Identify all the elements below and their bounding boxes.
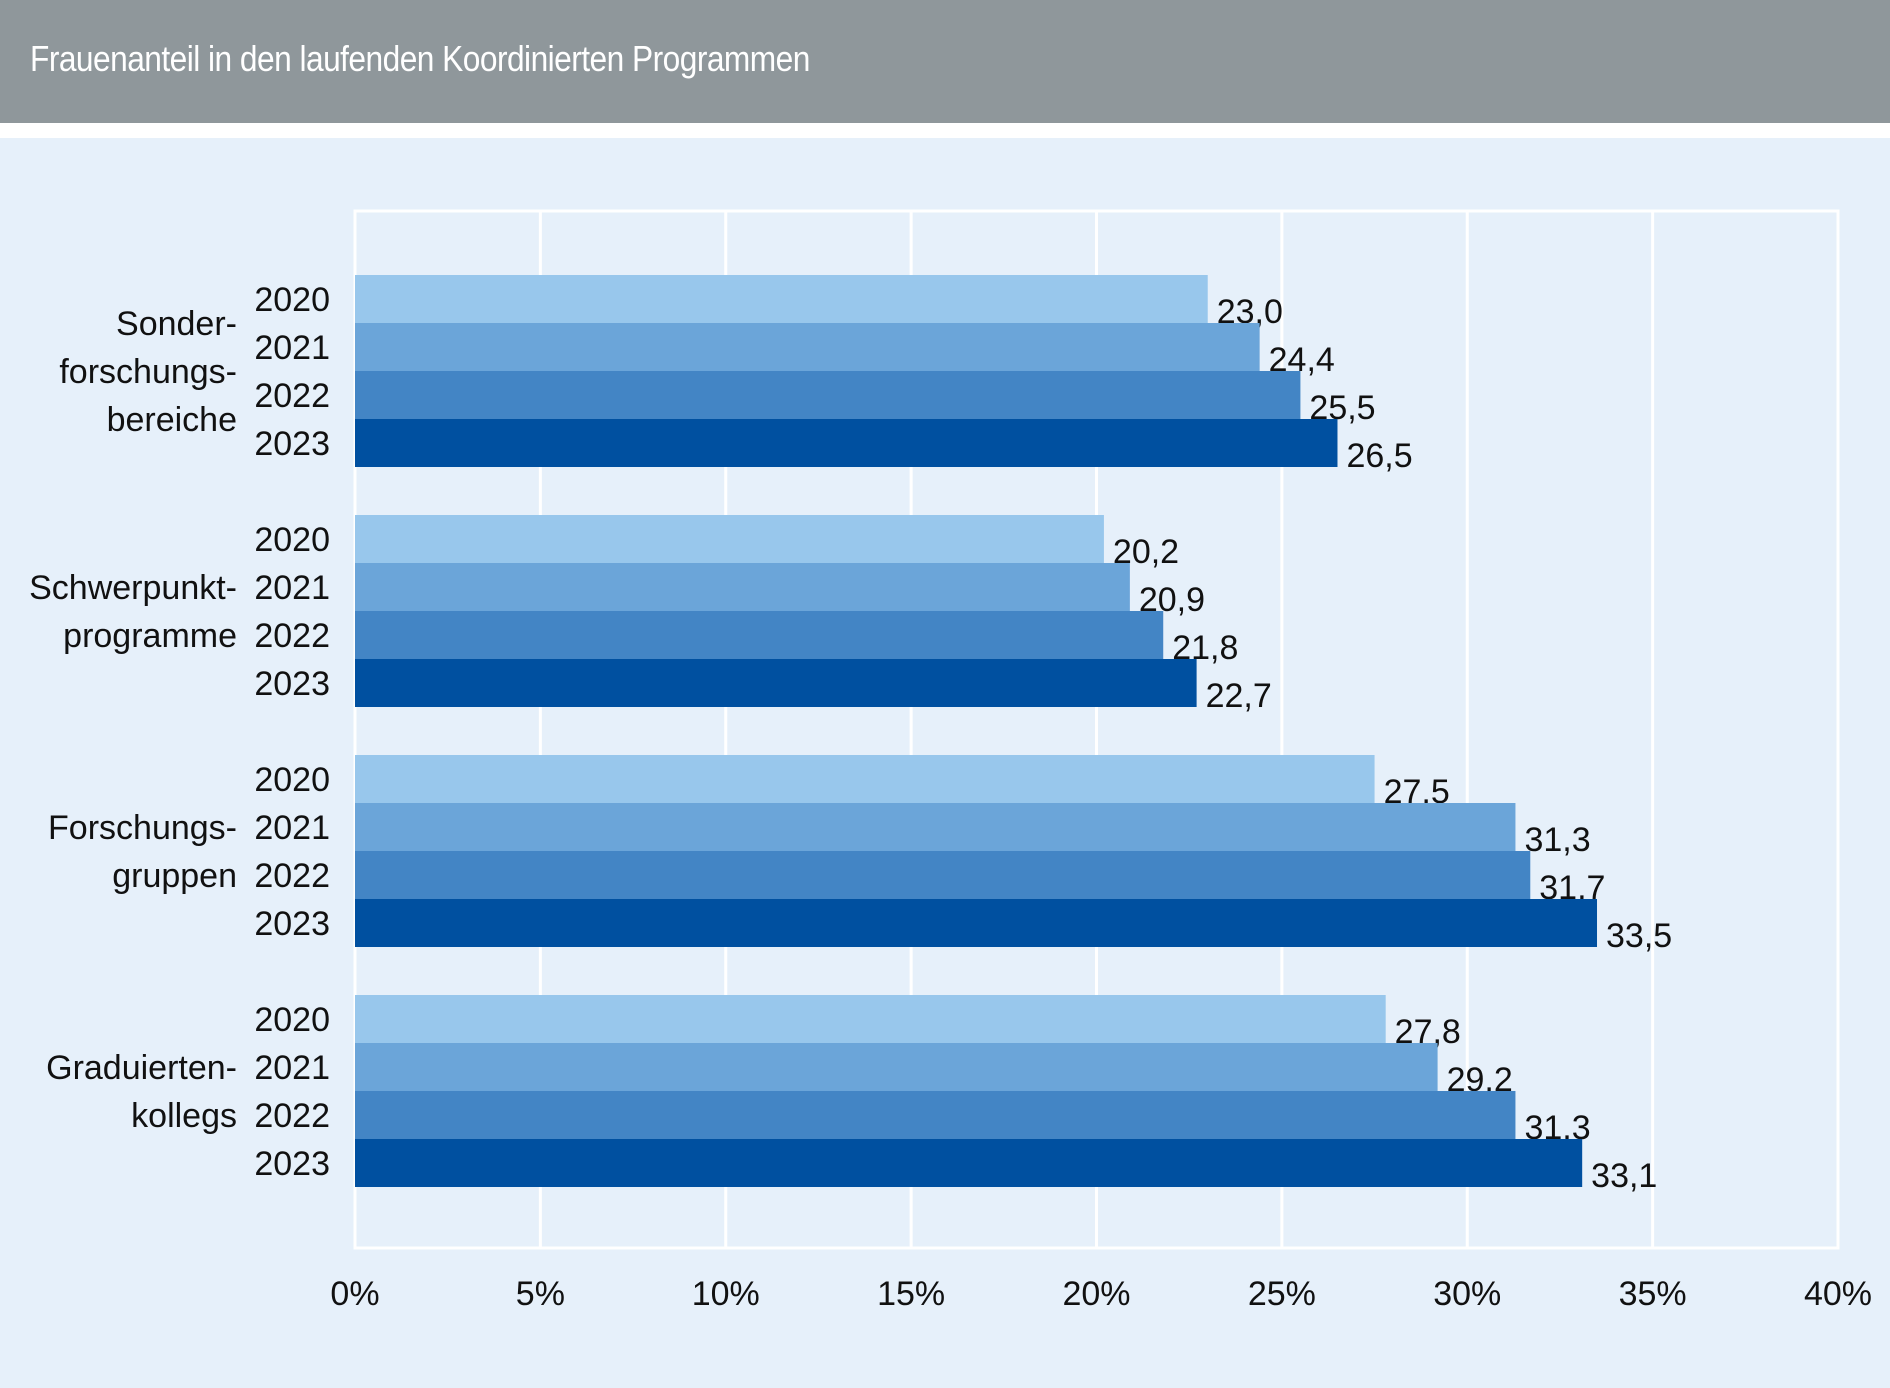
year-label: 2021: [254, 809, 330, 847]
x-tick-label: 20%: [1062, 1275, 1130, 1313]
bar: [355, 659, 1197, 707]
year-label: 2021: [254, 569, 330, 607]
year-label: 2023: [254, 425, 330, 463]
data-label: 31,3: [1524, 821, 1590, 859]
year-label: 2023: [254, 1145, 330, 1183]
category-label: bereiche: [107, 401, 237, 439]
x-tick-label: 25%: [1248, 1275, 1316, 1313]
bar: [355, 563, 1130, 611]
x-tick-label: 5%: [516, 1275, 565, 1313]
bar: [355, 899, 1598, 947]
category-label: forschungs-: [59, 353, 237, 391]
bar: [355, 1139, 1583, 1187]
bar: [355, 1091, 1516, 1139]
bar: [355, 515, 1104, 563]
data-label: 22,7: [1206, 677, 1272, 715]
data-label: 26,5: [1346, 437, 1412, 475]
x-tick-label: 30%: [1433, 1275, 1501, 1313]
bar: [355, 323, 1260, 371]
category-label: programme: [63, 617, 237, 655]
category-label: kollegs: [131, 1097, 237, 1135]
year-label: 2020: [254, 521, 330, 559]
category-label: Sonder-: [116, 305, 237, 343]
year-label: 2022: [254, 617, 330, 655]
x-tick-label: 40%: [1804, 1275, 1872, 1313]
bar: [355, 851, 1531, 899]
header-divider: [0, 123, 1890, 138]
category-label: Graduierten-: [46, 1049, 237, 1087]
year-label: 2020: [254, 1001, 330, 1039]
year-label: 2021: [254, 329, 330, 367]
category-label: Forschungs-: [48, 809, 237, 847]
bar: [355, 995, 1386, 1043]
header-bar: Frauenanteil in den laufenden Koordinier…: [0, 0, 1890, 123]
bar: [355, 419, 1338, 467]
year-label: 2022: [254, 377, 330, 415]
bar: [355, 275, 1208, 323]
year-label: 2022: [254, 1097, 330, 1135]
x-tick-label: 10%: [692, 1275, 760, 1313]
x-tick-label: 0%: [330, 1275, 379, 1313]
year-label: 2023: [254, 665, 330, 703]
x-tick-label: 35%: [1619, 1275, 1687, 1313]
category-label: gruppen: [112, 857, 237, 895]
chart-title: Frauenanteil in den laufenden Koordinier…: [30, 38, 810, 79]
year-label: 2021: [254, 1049, 330, 1087]
data-label: 33,1: [1591, 1157, 1657, 1195]
x-tick-label: 15%: [877, 1275, 945, 1313]
category-label: Schwerpunkt-: [29, 569, 237, 607]
year-label: 2020: [254, 281, 330, 319]
bar: [355, 755, 1375, 803]
bar: [355, 611, 1164, 659]
year-label: 2023: [254, 905, 330, 943]
year-label: 2020: [254, 761, 330, 799]
bar: [355, 1043, 1438, 1091]
data-label: 33,5: [1606, 917, 1672, 955]
bar: [355, 803, 1516, 851]
bar: [355, 371, 1301, 419]
year-label: 2022: [254, 857, 330, 895]
